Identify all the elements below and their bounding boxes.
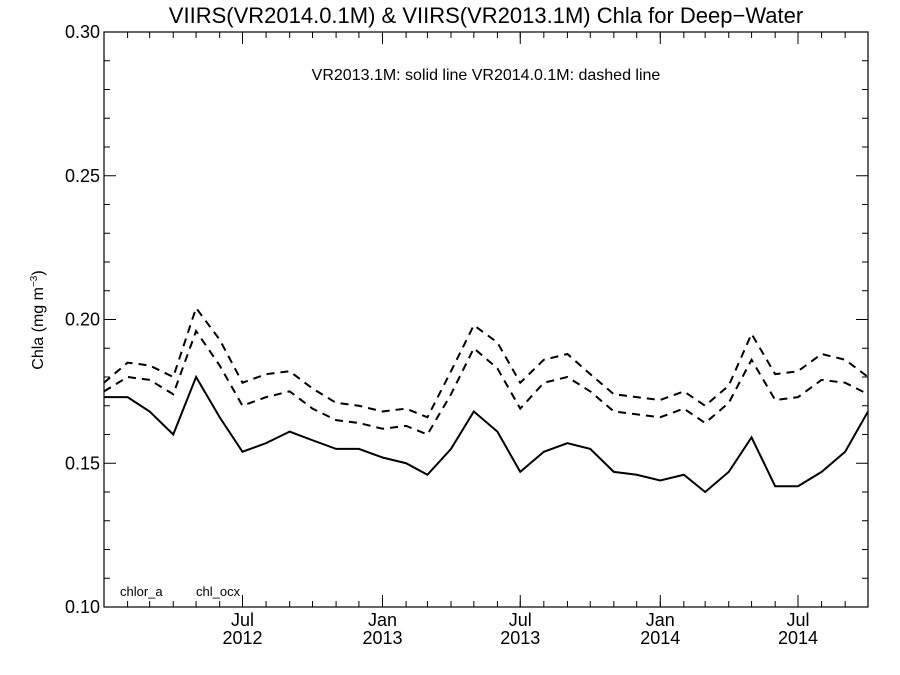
line-style-annotation: VR2013.1M: solid line VR2014.0.1M: dashe… <box>312 67 661 84</box>
series-line-chlor_a-dashed <box>103 328 869 436</box>
x-tick-label-month: Jul <box>509 610 532 630</box>
y-axis-label-exponent: −3 <box>29 275 40 287</box>
series-line-chlor_a-solid <box>104 374 869 494</box>
series-line-chl_ocx-dashed <box>103 305 869 419</box>
y-axis-label-close: ) <box>30 270 47 275</box>
x-tick-label-year: 2014 <box>778 628 818 648</box>
x-tick-label-year: 2013 <box>500 628 540 648</box>
y-tick-label: 0.10 <box>65 597 100 617</box>
x-tick-label-month: Jan <box>368 610 397 630</box>
x-tick-label-year: 2013 <box>362 628 402 648</box>
series-layer <box>103 305 869 494</box>
legend-label-chl_ocx: chl_ocx <box>196 584 241 599</box>
x-tick-label-year: 2012 <box>222 628 262 648</box>
y-tick-label: 0.25 <box>65 166 100 186</box>
y-axis-label: Chla (mg m−3) <box>29 270 47 369</box>
x-tick-label-month: Jul <box>231 610 254 630</box>
x-tick-label-year: 2014 <box>640 628 680 648</box>
y-tick-label: 0.20 <box>65 310 100 330</box>
y-axis-label-main: Chla (mg m <box>30 287 47 370</box>
legend: chlor_a chl_ocx <box>120 584 241 599</box>
x-tick-label-month: Jul <box>786 610 809 630</box>
y-tick-label: 0.30 <box>65 22 100 42</box>
chart-title: VIIRS(VR2014.0.1M) & VIIRS(VR2013.1M) Ch… <box>169 3 803 28</box>
y-tick-label: 0.15 <box>65 453 100 473</box>
x-tick-label-month: Jan <box>646 610 675 630</box>
axes: 0.100.150.200.250.30Jul2012Jan2013Jul201… <box>65 22 869 648</box>
legend-label-chlor_a: chlor_a <box>120 584 163 599</box>
plot-frame <box>103 31 869 608</box>
